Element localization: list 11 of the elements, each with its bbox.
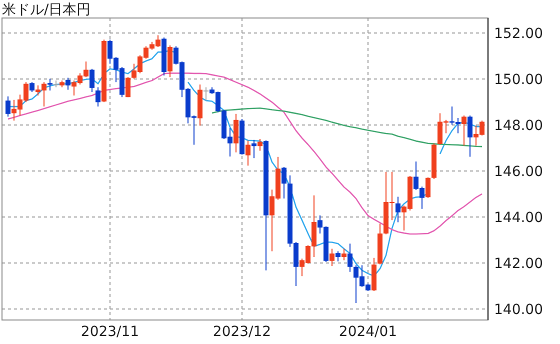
xtick: 2024/01 [338,324,398,340]
ytick: 142.00 [494,256,543,272]
ytick: 148.00 [494,118,543,134]
ytick: 140.00 [494,302,543,318]
xtick: 2023/11 [80,324,140,340]
ytick: 152.00 [494,26,543,42]
ytick: 150.00 [494,72,543,88]
ytick: 146.00 [494,164,543,180]
ytick: 144.00 [494,210,543,226]
xtick: 2023/12 [212,324,272,340]
title: 米ドル/日本円 [2,2,91,18]
